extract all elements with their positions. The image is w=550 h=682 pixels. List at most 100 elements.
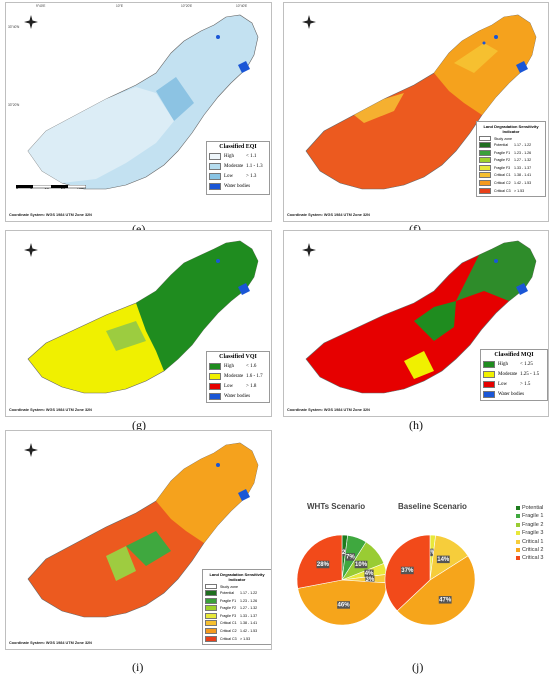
pie-data-label-bg xyxy=(345,553,355,561)
legend-row: Fragile F3 1.33 - 1.37 xyxy=(205,612,269,619)
legend-row: Critical C3 > 1.53 xyxy=(479,187,543,194)
legend-row: Fragile F2 1.27 - 1.32 xyxy=(479,157,543,164)
legend-swatch xyxy=(479,164,491,171)
legend-value: 1.23 - 1.26 xyxy=(240,598,258,603)
legend-row: High < 1.1 xyxy=(209,153,267,160)
pie-legend-item: Critical 3 xyxy=(516,555,543,561)
legend-row: Water bodies xyxy=(209,393,267,400)
legend-value: 1.27 - 1.32 xyxy=(514,158,532,163)
panel-label-j: (j) xyxy=(412,660,424,674)
legend-label: Potential xyxy=(522,505,544,511)
legend-label: Fragile F2 xyxy=(220,606,237,611)
legend-swatch xyxy=(516,547,520,552)
legend-label: Critical C2 xyxy=(494,180,511,185)
legend-label: Critical C3 xyxy=(220,636,237,641)
pie-data-label: 3% xyxy=(366,577,375,583)
legend-value: 1.25 - 1.5 xyxy=(520,372,540,377)
coordinate-system: Coordinate System: WGS 1984 UTM Zone 32N xyxy=(287,408,370,412)
pie-legend-item: Fragile 1 xyxy=(516,513,543,519)
legend-row: Low > 1.8 xyxy=(209,383,267,390)
compass-icon xyxy=(302,15,316,29)
legend-label: Fragile F3 xyxy=(220,613,237,618)
compass-icon xyxy=(24,15,38,29)
legend-value: 1.33 - 1.37 xyxy=(514,165,532,170)
lon-label: 10°20'E xyxy=(181,4,193,8)
legend-swatch xyxy=(209,373,221,380)
water-body xyxy=(216,35,220,39)
pie-legend-item: Fragile 3 xyxy=(516,530,543,536)
legend-value: 1.42 - 1.53 xyxy=(514,180,532,185)
legend-label: Fragile 3 xyxy=(522,530,544,537)
water-body xyxy=(238,61,250,73)
legend-label: Water bodies xyxy=(498,392,525,397)
legend-value: > 1.53 xyxy=(514,188,525,193)
pie-data-label: 47% xyxy=(439,598,452,604)
legend-label: Fragile 1 xyxy=(522,513,544,520)
coordinate-system: Coordinate System: WGS 1984 UTM Zone 32N xyxy=(9,641,92,645)
vqi-legend: Classified VQI High < 1.6 Moderate 1.6 - 1.… xyxy=(206,351,270,403)
legend-label: Low xyxy=(224,174,234,179)
legend-row: High < 1.25 xyxy=(483,361,545,368)
legend-row: Fragile F3 1.33 - 1.37 xyxy=(479,164,543,171)
legend-row: Critical C3 > 1.53 xyxy=(205,635,269,642)
legend-label: Study zone xyxy=(494,136,512,141)
map-panel-eqi: 9°40'E 10°E 10°20'E 10°40'E 33°40'N 33°2… xyxy=(5,2,272,222)
coordinate-system: Coordinate System: WGS 1984 UTM Zone 32N xyxy=(9,408,92,412)
pie-data-label-bg xyxy=(436,555,450,564)
legend-swatch xyxy=(479,172,491,179)
legend-swatch xyxy=(209,183,221,190)
legend-swatch xyxy=(479,149,491,156)
map-panel-ldsi-f: Land Degradation Sensitivity Indicator S… xyxy=(283,2,549,222)
legend-label: Water bodies xyxy=(224,394,251,399)
legend-value: 1.27 - 1.32 xyxy=(240,606,258,611)
legend-label: Critical 3 xyxy=(522,555,544,562)
legend-label: Critical C1 xyxy=(220,621,237,626)
legend-swatch xyxy=(205,590,217,596)
pie-charts: 27%10% 4%3% 46% 28% 2%14% 47% 37% xyxy=(296,534,476,626)
legend-swatch xyxy=(483,371,495,378)
legend-row: Potential 1.17 - 1.22 xyxy=(479,142,543,148)
legend-row: Water bodies xyxy=(483,391,545,398)
legend-row: Fragile F1 1.23 - 1.26 xyxy=(479,149,543,156)
legend-label: High xyxy=(224,364,234,369)
legend-label: Moderate xyxy=(498,372,518,377)
pie-data-label-bg xyxy=(354,560,368,569)
lon-label: 10°40'E xyxy=(236,4,248,8)
legend-label: Critical 1 xyxy=(522,538,544,545)
ldsi-map xyxy=(305,14,537,190)
vqi-map xyxy=(27,240,259,394)
pie-data-label: 28% xyxy=(317,562,330,568)
legend-row: Critical C1 1.38 - 1.41 xyxy=(205,620,269,627)
legend-row: Critical C2 1.42 - 1.53 xyxy=(479,179,543,186)
legend-value: 1.38 - 1.41 xyxy=(240,621,258,626)
pie-data-label: 10% xyxy=(355,562,368,568)
ldsi-legend: Land Degradation Sensitivity Indicator S… xyxy=(476,121,546,197)
legend-value: 1.38 - 1.41 xyxy=(514,173,532,178)
compass-icon xyxy=(302,243,316,257)
legend-swatch xyxy=(483,391,495,398)
legend-swatch xyxy=(483,361,495,368)
legend-label: Fragile F1 xyxy=(220,598,237,603)
legend-swatch xyxy=(479,157,491,164)
legend-label: Fragile 2 xyxy=(522,521,544,528)
pie-data-label-bg xyxy=(340,548,347,557)
pie-data-label-bg xyxy=(438,596,452,604)
legend-row: Moderate 1.6 - 1.7 xyxy=(209,373,267,380)
legend-value: < 1.6 xyxy=(246,364,257,369)
legend-row: Potential 1.17 - 1.22 xyxy=(205,590,269,596)
map-panel-mqi: Classified MQI High < 1.25 Moderate 1.25 - … xyxy=(283,230,549,417)
legend-row: Fragile F1 1.23 - 1.26 xyxy=(205,597,269,604)
legend-label: Critical 2 xyxy=(522,546,544,553)
legend-swatch xyxy=(205,627,217,634)
pie-data-label: 7% xyxy=(346,555,355,561)
legend-row: Fragile F2 1.27 - 1.32 xyxy=(205,605,269,612)
legend-swatch xyxy=(516,514,520,519)
legend-value: > 1.8 xyxy=(246,384,257,389)
legend-value: 1.17 - 1.22 xyxy=(240,591,258,595)
legend-label: Critical C2 xyxy=(220,628,237,633)
ldsi-legend: Land Degradation Sensitivity Indicator S… xyxy=(202,569,271,645)
pie-data-label: 4% xyxy=(365,571,374,577)
pie-data-label-bg xyxy=(400,566,414,575)
panel-label-i: (i) xyxy=(132,660,144,674)
compass-icon xyxy=(24,243,38,257)
